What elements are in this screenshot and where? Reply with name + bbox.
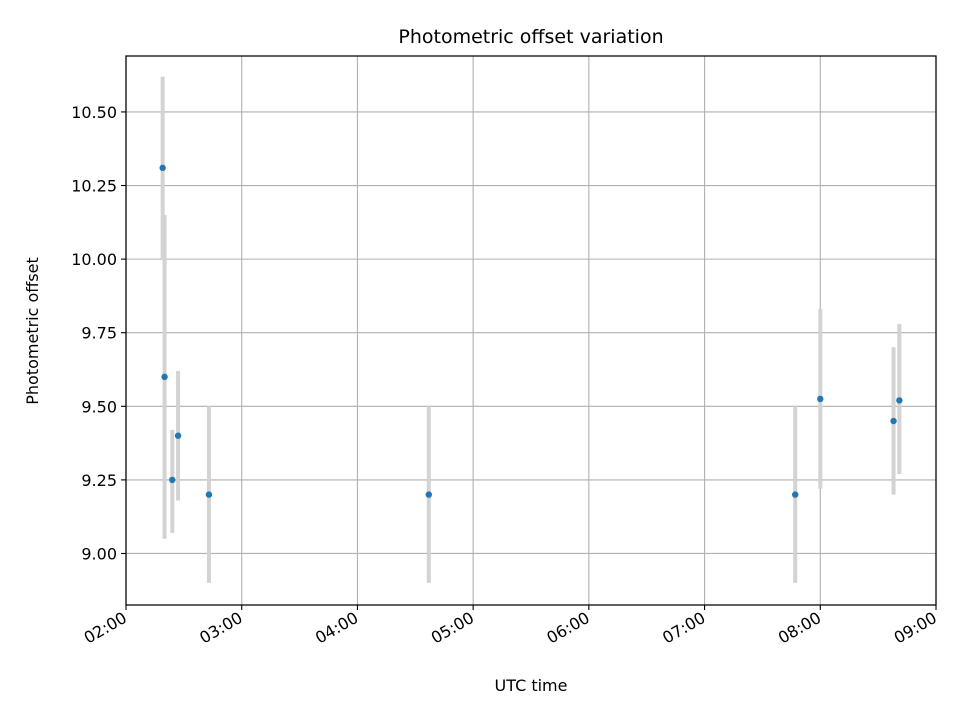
data-point <box>161 373 168 381</box>
data-point <box>792 491 799 498</box>
y-tick-label: 9.25 <box>81 471 117 490</box>
y-tick-label: 10.50 <box>71 103 117 122</box>
y-tick-label: 10.25 <box>71 177 117 196</box>
y-tick-label: 10.00 <box>71 250 117 269</box>
data-point <box>896 397 903 404</box>
data-point <box>205 491 213 498</box>
data-point <box>817 395 824 403</box>
data-point <box>425 491 432 498</box>
y-tick-label: 9.00 <box>81 544 117 563</box>
x-axis-title: UTC time <box>495 676 568 695</box>
data-point <box>890 417 897 425</box>
plot-area-frame <box>125 55 937 606</box>
y-tick-label: 9.50 <box>81 397 117 416</box>
chart-title: Photometric offset variation <box>398 26 663 48</box>
data-points <box>159 164 903 498</box>
y-axis-title: Photometric offset <box>23 257 42 405</box>
y-tick-label: 9.75 <box>81 324 117 343</box>
data-point <box>169 476 176 484</box>
data-point <box>159 164 166 172</box>
data-point <box>174 432 182 439</box>
y-axis-ticks: 9.00 9.25 9.50 9.75 10.00 10.25 10.50 <box>71 103 126 563</box>
